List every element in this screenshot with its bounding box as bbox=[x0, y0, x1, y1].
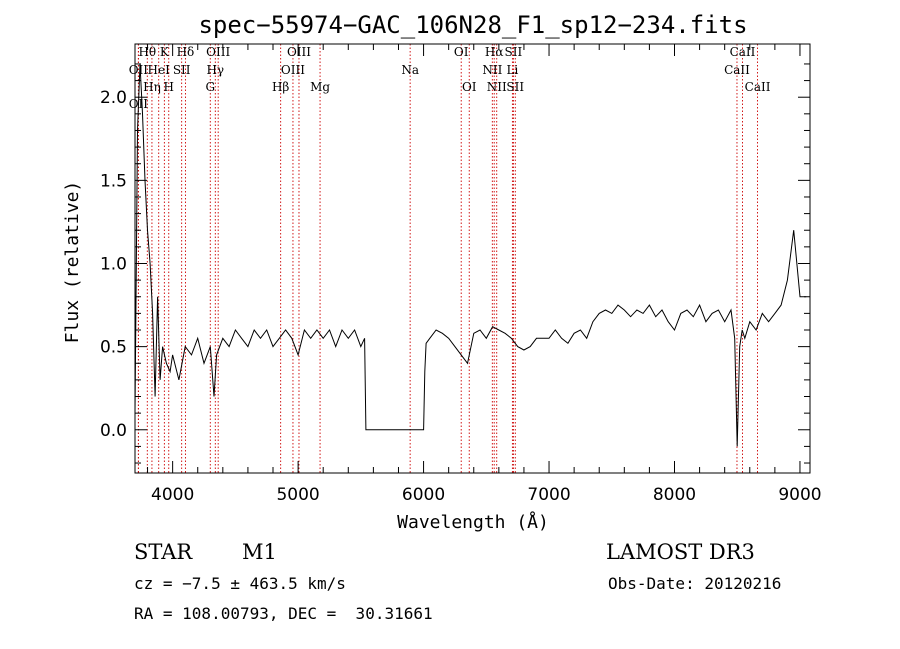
chart-title: spec−55974−GAC_106N28_F1_sp12−234.fits bbox=[198, 11, 747, 39]
spectral-line-label: OII bbox=[129, 63, 149, 77]
x-tick-label: 4000 bbox=[151, 485, 194, 505]
plot-frame bbox=[134, 43, 811, 474]
spectral-line-label: Hδ bbox=[177, 45, 195, 59]
x-tick-label: 5000 bbox=[276, 485, 319, 505]
observation-date: Obs-Date: 20120216 bbox=[608, 574, 782, 593]
y-tick-label: 1.5 bbox=[100, 171, 127, 191]
y-axis-ticks: 0.0 0.5 1.0 1.5 2.0 bbox=[100, 63, 810, 464]
spectral-line-label: OIII bbox=[206, 45, 230, 59]
y-tick-label: 0.5 bbox=[100, 338, 127, 358]
y-axis-label: Flux (relative) bbox=[62, 181, 83, 344]
y-tick-label: 1.0 bbox=[100, 254, 127, 274]
spectral-line-label: OI bbox=[454, 45, 469, 59]
coordinates-readout: RA = 108.00793, DEC = 30.31661 bbox=[134, 604, 433, 623]
x-axis-ticks: 4000 5000 6000 7000 8000 9000 bbox=[147, 44, 822, 505]
spectral-line-labels: OIIOIIHθHηHeIKHSIIHδGHγOIIIHβOIIIOIIIMgN… bbox=[129, 45, 771, 111]
spectral-line-label: OIII bbox=[287, 45, 311, 59]
x-tick-label: 8000 bbox=[653, 485, 696, 505]
x-tick-label: 9000 bbox=[778, 485, 821, 505]
spectral-line-label: K bbox=[160, 45, 170, 59]
x-axis-label: Wavelength (Å) bbox=[397, 511, 549, 533]
spectral-line-label: G bbox=[205, 80, 215, 94]
spectrum-series-line bbox=[134, 63, 807, 447]
y-tick-label: 2.0 bbox=[100, 88, 127, 108]
spectral-line-label: SII bbox=[173, 63, 191, 77]
y-tick-label: 0.0 bbox=[100, 421, 127, 441]
spectral-line-label: OIII bbox=[281, 63, 305, 77]
spectral-line-label: SII bbox=[505, 45, 523, 59]
spectral-line-label: HeI bbox=[148, 63, 171, 77]
spectral-line-label: OI bbox=[462, 80, 477, 94]
spectral-line-label: CaII bbox=[730, 45, 756, 59]
spectral-line-label: Li bbox=[506, 63, 518, 77]
spectral-line-label: Hθ bbox=[138, 45, 156, 59]
spectral-line-label: NII bbox=[482, 63, 502, 77]
spectral-line-label: Mg bbox=[310, 80, 330, 94]
spectral-line-label: Hγ bbox=[206, 63, 224, 77]
spectral-line-label: CaII bbox=[724, 63, 750, 77]
spectral-line-label: Hβ bbox=[272, 80, 289, 94]
x-tick-label: 7000 bbox=[527, 485, 570, 505]
spectral-line-label: NII bbox=[487, 80, 507, 94]
spectral-line-markers bbox=[137, 44, 759, 473]
spectral-line-label: Na bbox=[401, 63, 419, 77]
spectral-line-label: Hα bbox=[485, 45, 504, 59]
spectral-line-label: H bbox=[164, 80, 174, 94]
object-class: STAR bbox=[134, 540, 193, 564]
redshift-readout: cz = −7.5 ± 463.5 km/s bbox=[134, 574, 346, 593]
survey-name: LAMOST DR3 bbox=[606, 540, 755, 564]
object-subclass: M1 bbox=[242, 540, 277, 564]
x-tick-label: 6000 bbox=[402, 485, 445, 505]
spectral-line-label: Hη bbox=[143, 80, 161, 94]
spectral-line-label: SII bbox=[506, 80, 524, 94]
spectral-line-label: CaII bbox=[745, 80, 771, 94]
